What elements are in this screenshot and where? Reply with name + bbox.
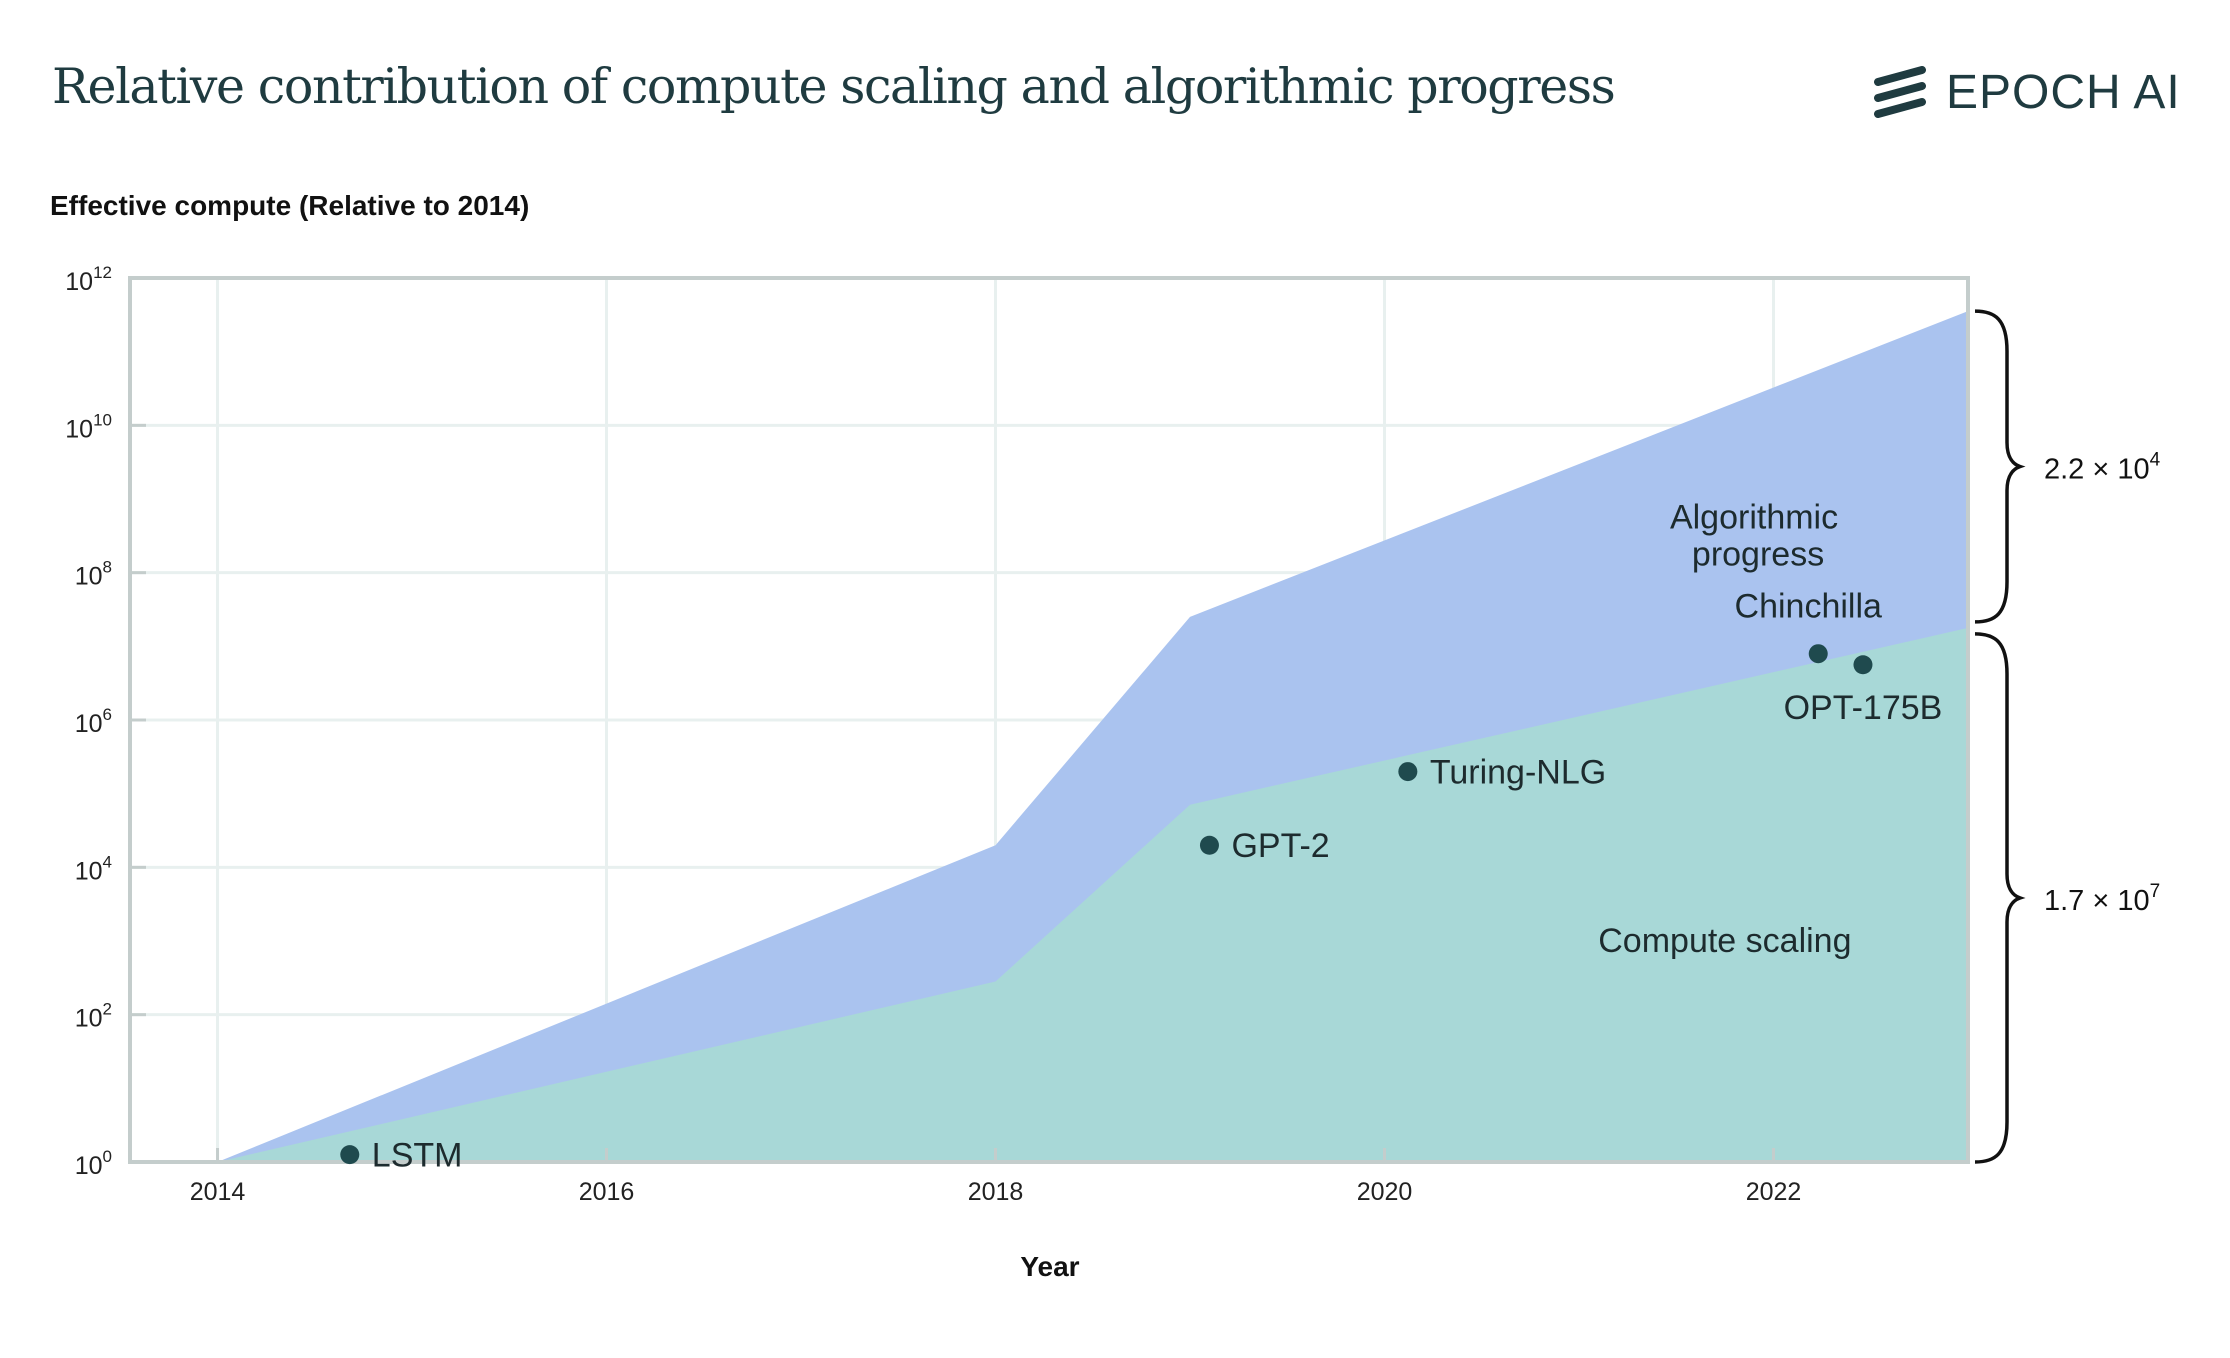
y-tick-label: 1010 [65, 410, 112, 443]
model-label: LSTM [372, 1137, 463, 1175]
x-tick-label: 2014 [190, 1178, 246, 1206]
y-tick-label: 104 [75, 852, 112, 885]
y-tick-label: 100 [75, 1147, 112, 1180]
model-point [1808, 644, 1828, 664]
x-tick-label: 2022 [1746, 1178, 1802, 1206]
epoch-ai-logo-icon [1874, 66, 1926, 118]
y-tick-label: 106 [75, 705, 112, 738]
model-point [340, 1145, 360, 1165]
model-label: Chinchilla [1735, 588, 1882, 626]
x-axis-label: Year [1020, 1251, 1079, 1282]
compute-scaling-area [217, 627, 1968, 1162]
y-tick-label: 102 [75, 1000, 112, 1033]
chart-title: Relative contribution of compute scaling… [52, 58, 1616, 115]
model-label: GPT-2 [1231, 827, 1329, 865]
x-tick-label: 2020 [1357, 1178, 1413, 1206]
algorithmic-progress-label: Algorithmic [1670, 498, 1838, 536]
y-tick-label: 108 [75, 558, 112, 591]
x-tick-label: 2018 [968, 1178, 1024, 1206]
bracket [1974, 632, 2026, 1164]
bracket-label: 2.2 × 104 [2044, 450, 2161, 486]
model-point [1199, 835, 1219, 855]
model-label: OPT-175B [1784, 689, 1943, 727]
y-axis-label: Effective compute (Relative to 2014) [50, 190, 530, 221]
epoch-ai-logo-text: EPOCH AI [1946, 65, 2181, 119]
bracket-label: 1.7 × 107 [2044, 881, 2160, 917]
algorithmic-progress-label-line2: progress [1692, 535, 1824, 573]
bracket [1974, 309, 2026, 624]
epoch-ai-logo: EPOCH AI [1872, 62, 2181, 122]
y-tick-label: 1012 [65, 263, 112, 296]
model-point [1398, 762, 1418, 782]
model-point [1853, 655, 1873, 675]
compute-scaling-label: Compute scaling [1598, 922, 1851, 960]
model-label: Turing-NLG [1430, 754, 1606, 792]
x-tick-label: 2016 [579, 1178, 635, 1206]
